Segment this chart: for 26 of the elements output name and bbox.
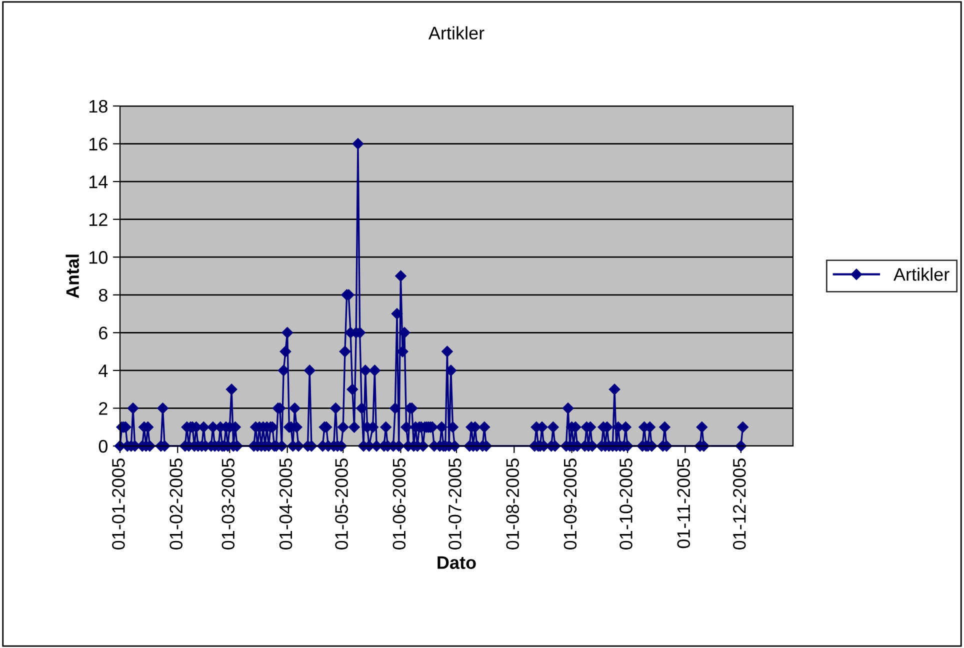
x-tick-label: 01-07-2005 [448, 458, 462, 550]
x-tick-label: 01-03-2005 [222, 458, 235, 550]
y-tick-label: 10 [89, 251, 108, 264]
x-tick-label: 01-10-2005 [620, 458, 632, 550]
y-tick-label: 8 [98, 288, 108, 302]
y-tick-label: 0 [98, 440, 108, 453]
x-tick-label: 01-02-2005 [170, 458, 182, 550]
x-tick-label: 01-08-2005 [506, 458, 519, 550]
legend-label: Artikler [893, 268, 950, 281]
x-tick-label: 01-11-2005 [677, 458, 690, 548]
y-tick-label: 4 [98, 364, 108, 377]
y-tick-label: 18 [89, 100, 108, 113]
x-tick-label: 01-09-2005 [564, 458, 577, 550]
y-tick-label: 16 [89, 138, 108, 150]
chart-title: Artikler [428, 26, 484, 40]
x-tick-label: 01-04-2005 [279, 458, 292, 550]
x-tick-label: 01-05-2005 [335, 458, 348, 550]
y-tick-label: 12 [89, 213, 108, 226]
y-tick-label: 2 [99, 402, 108, 415]
y-tick-label: 6 [99, 326, 108, 340]
x-tick-label: 01-12-2005 [733, 458, 746, 550]
y-axis-title: Antal [66, 254, 79, 298]
x-axis-title: Dato [438, 556, 476, 569]
x-tick-label: 01-01-2005 [112, 458, 125, 550]
y-tick-label: 14 [89, 176, 108, 188]
x-tick-label: 01-06-2005 [392, 458, 406, 550]
